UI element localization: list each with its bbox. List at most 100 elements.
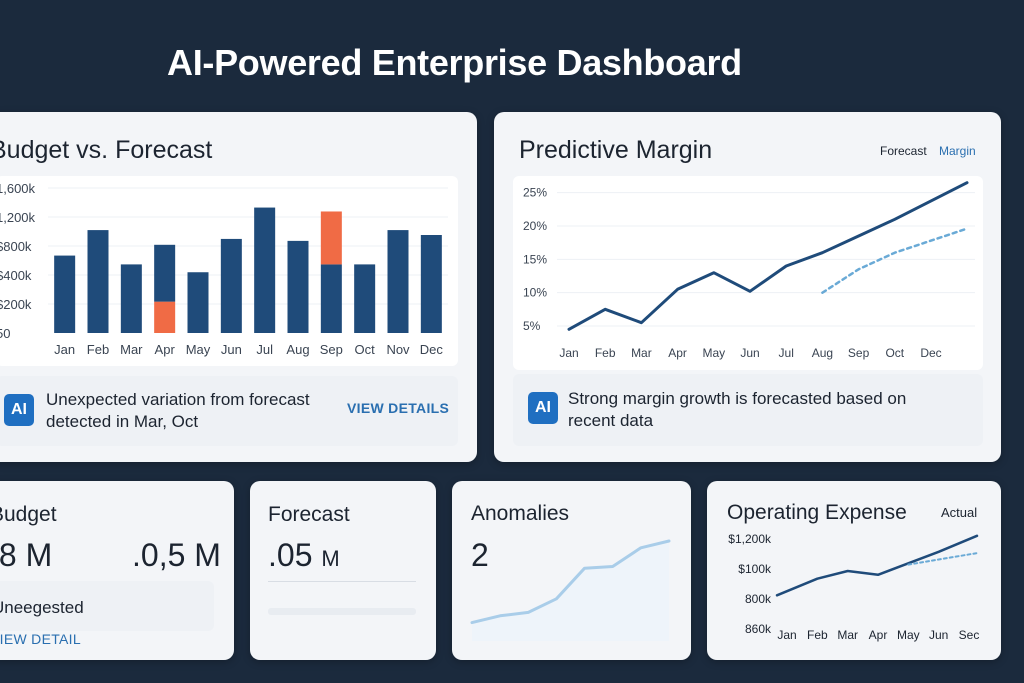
x-tick-label: Apr: [869, 628, 888, 642]
y-tick-label: 1,600k: [0, 181, 36, 196]
bar-budget: [320, 264, 342, 333]
y-tick-label: 15%: [523, 252, 547, 266]
x-tick-label: Feb: [807, 628, 828, 642]
x-tick-label: Dec: [920, 346, 941, 360]
y-tick-label: 5%: [523, 319, 541, 333]
kpi-budget-value-right: .0,5 M: [132, 537, 221, 573]
bar-variance: [320, 211, 342, 265]
x-tick-label: Oct: [355, 342, 376, 357]
legend-margin[interactable]: Margin: [939, 144, 976, 158]
y-tick-label: 20%: [523, 219, 547, 233]
kpi-forecast-card: Forecast .05 M: [250, 481, 436, 660]
page-title: AI-Powered Enterprise Dashboard: [167, 42, 742, 83]
x-tick-label: Apr: [155, 342, 176, 357]
kpi-budget-note-strip: Uneegested: [0, 581, 214, 631]
y-tick-label: 50: [0, 326, 10, 341]
y-tick-label: 800k: [745, 592, 772, 606]
budget-forecast-title: Budget vs. Forecast: [0, 136, 213, 164]
kpi-forecast-unit: M: [321, 546, 340, 571]
y-tick-label: $800k: [0, 239, 32, 254]
x-tick-label: Feb: [87, 342, 109, 357]
x-tick-label: Feb: [595, 346, 616, 360]
kpi-budget-note: Uneegested: [0, 598, 84, 617]
operating-expense-title: Operating Expense: [727, 501, 907, 524]
ai-message-line-2: recent data: [568, 411, 654, 430]
x-tick-label: Nov: [386, 342, 410, 357]
anomalies-sparkline: [470, 539, 671, 641]
x-tick-label: Oct: [885, 346, 904, 360]
predictive-margin-title: Predictive Margin: [519, 136, 713, 164]
x-tick-label: Jun: [929, 628, 948, 642]
series-line-actual: [775, 534, 979, 597]
kpi-budget-value-left: .8 M: [0, 537, 53, 573]
x-tick-label: May: [186, 342, 211, 357]
x-tick-label: Mar: [837, 628, 858, 642]
predictive-margin-card: Predictive Margin Forecast Margin 5% 10% 1…: [494, 112, 1001, 462]
bar-budget: [54, 255, 76, 333]
x-tick-label: Sep: [320, 342, 343, 357]
ai-message-line-1: Strong margin growth is forecasted based…: [568, 389, 907, 408]
bar-budget: [187, 272, 209, 333]
bar-variance: [154, 301, 176, 333]
view-detail-link[interactable]: VIEW DETAIL: [0, 631, 81, 647]
sparkline-area: [472, 541, 669, 641]
x-tick-label: Mar: [631, 346, 652, 360]
bar-budget: [120, 264, 142, 333]
x-tick-label: May: [702, 346, 725, 360]
budget-forecast-chart-area: 50 $200k $400k $800k 1,200k 1,600k Jan Feb Mar Ap…: [0, 176, 458, 366]
predictive-margin-chart: 5% 10% 15% 20% 25% Jan Feb Mar Apr May Jun Jul Aug Se…: [523, 181, 975, 360]
y-tick-label: 25%: [523, 186, 547, 200]
y-tick-label: 1,200k: [0, 210, 36, 225]
budget-forecast-chart: 50 $200k $400k $800k 1,200k 1,600k Jan Feb Mar Ap…: [0, 181, 448, 357]
bar-budget: [87, 230, 109, 333]
kpi-anomalies-card: Anomalies 2: [452, 481, 691, 660]
bar-budget: [420, 235, 442, 333]
y-tick-label: $400k: [0, 268, 32, 283]
x-tick-label: Jul: [779, 346, 794, 360]
sparkline-line: [470, 539, 671, 625]
divider: [268, 581, 416, 582]
x-tick-label: Jan: [559, 346, 578, 360]
kpi-budget-title: Budget: [0, 503, 57, 526]
predictive-margin-ai-message: Strong margin growth is forecasted based…: [568, 388, 906, 432]
x-tick-label: Apr: [668, 346, 687, 360]
y-tick-label: 860k: [745, 622, 772, 636]
kpi-forecast-value: .05 M: [268, 537, 340, 574]
predictive-margin-ai-insight: AI Strong margin growth is forecasted ba…: [513, 374, 983, 446]
operating-expense-chart: 860k 800k $100k $1,200k Jan Feb Mar Apr May Jun Se…: [728, 532, 980, 642]
y-tick-label: $200k: [0, 297, 32, 312]
kpi-budget-card: Budget .8 M .0,5 M Uneegested VIEW DETAI…: [0, 481, 234, 660]
x-tick-label: Jan: [54, 342, 75, 357]
x-tick-label: Aug: [812, 346, 833, 360]
operating-expense-card: Operating Expense Actual 860k 800k $100k $1…: [707, 481, 1001, 660]
y-tick-label: $1,200k: [728, 532, 772, 546]
ai-message-line-2: detected in Mar, Oct: [46, 412, 199, 431]
bar-budget: [220, 238, 242, 333]
x-tick-label: Sec: [959, 628, 980, 642]
x-tick-label: Jul: [256, 342, 273, 357]
x-tick-label: Jun: [740, 346, 759, 360]
ai-badge-icon: AI: [4, 394, 34, 426]
budget-forecast-ai-message: Unexpected variation from forecast detec…: [46, 389, 310, 433]
ai-message-line-1: Unexpected variation from forecast: [46, 390, 310, 409]
x-tick-label: Jun: [221, 342, 242, 357]
budget-forecast-ai-insight: AI Unexpected variation from forecast de…: [0, 376, 458, 446]
kpi-anomalies-title: Anomalies: [471, 502, 570, 525]
predictive-margin-chart-area: 5% 10% 15% 20% 25% Jan Feb Mar Apr May Jun Jul Aug Se…: [513, 176, 983, 370]
kpi-forecast-number: .05: [268, 537, 313, 573]
x-tick-label: Jan: [777, 628, 796, 642]
legend-actual[interactable]: Actual: [941, 505, 978, 520]
x-tick-label: Mar: [120, 342, 143, 357]
kpi-anomalies-value: 2: [471, 537, 489, 573]
bar-budget: [154, 244, 176, 302]
ai-badge-icon: AI: [528, 392, 558, 424]
placeholder-bar: [268, 608, 416, 615]
bar-budget: [254, 207, 276, 333]
view-details-link[interactable]: VIEW DETAILS: [347, 400, 450, 416]
y-tick-label: $100k: [738, 562, 772, 576]
series-line-margin: [567, 181, 969, 331]
series-line-forecast: [907, 552, 978, 566]
y-tick-label: 10%: [523, 286, 547, 300]
legend-forecast[interactable]: Forecast: [880, 144, 927, 158]
bar-budget: [287, 240, 309, 333]
